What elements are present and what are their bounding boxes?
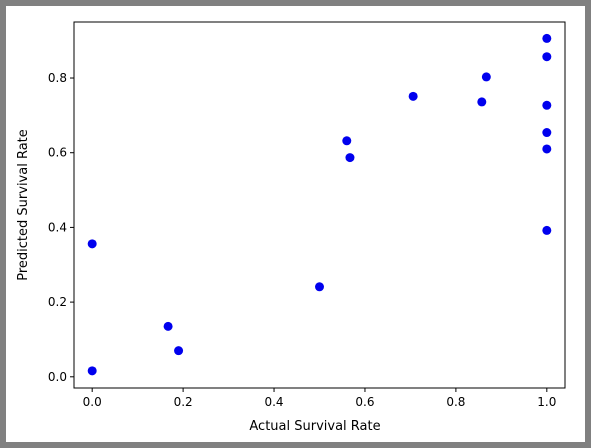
data-point	[174, 346, 184, 356]
y-tick-label: 0.0	[48, 370, 67, 384]
y-tick-label: 0.4	[48, 220, 67, 234]
x-tick-label: 1.0	[537, 395, 556, 409]
data-point	[542, 52, 552, 62]
data-point	[87, 366, 97, 376]
x-tick-label: 0.2	[174, 395, 193, 409]
data-points	[87, 33, 552, 376]
y-axis-label: Predicted Survival Rate	[16, 129, 31, 281]
data-point	[315, 282, 324, 292]
data-point	[87, 239, 97, 249]
x-tick-label: 0.8	[446, 395, 465, 409]
data-point	[342, 136, 352, 146]
data-point	[163, 321, 173, 331]
plot-area	[73, 21, 566, 389]
y-tick-label: 0.2	[48, 295, 67, 309]
x-axis-label: Actual Survival Rate	[249, 419, 380, 434]
y-tick-label: 0.8	[48, 71, 67, 85]
data-point	[481, 72, 491, 82]
y-axis: 0.0 0.2 0.4 0.6 0.8	[48, 71, 74, 384]
data-point	[542, 225, 552, 235]
data-point	[542, 33, 552, 43]
data-point	[542, 128, 552, 138]
data-point	[408, 91, 418, 101]
data-point	[542, 144, 552, 154]
y-tick-label: 0.6	[48, 146, 67, 160]
data-point	[345, 153, 355, 163]
data-point	[477, 97, 487, 107]
x-axis: 0.0 0.2 0.4 0.6 0.8 1.0	[83, 388, 556, 409]
x-tick-label: 0.0	[83, 395, 102, 409]
data-point	[542, 100, 552, 110]
x-tick-label: 0.4	[264, 395, 283, 409]
x-tick-label: 0.6	[355, 395, 374, 409]
